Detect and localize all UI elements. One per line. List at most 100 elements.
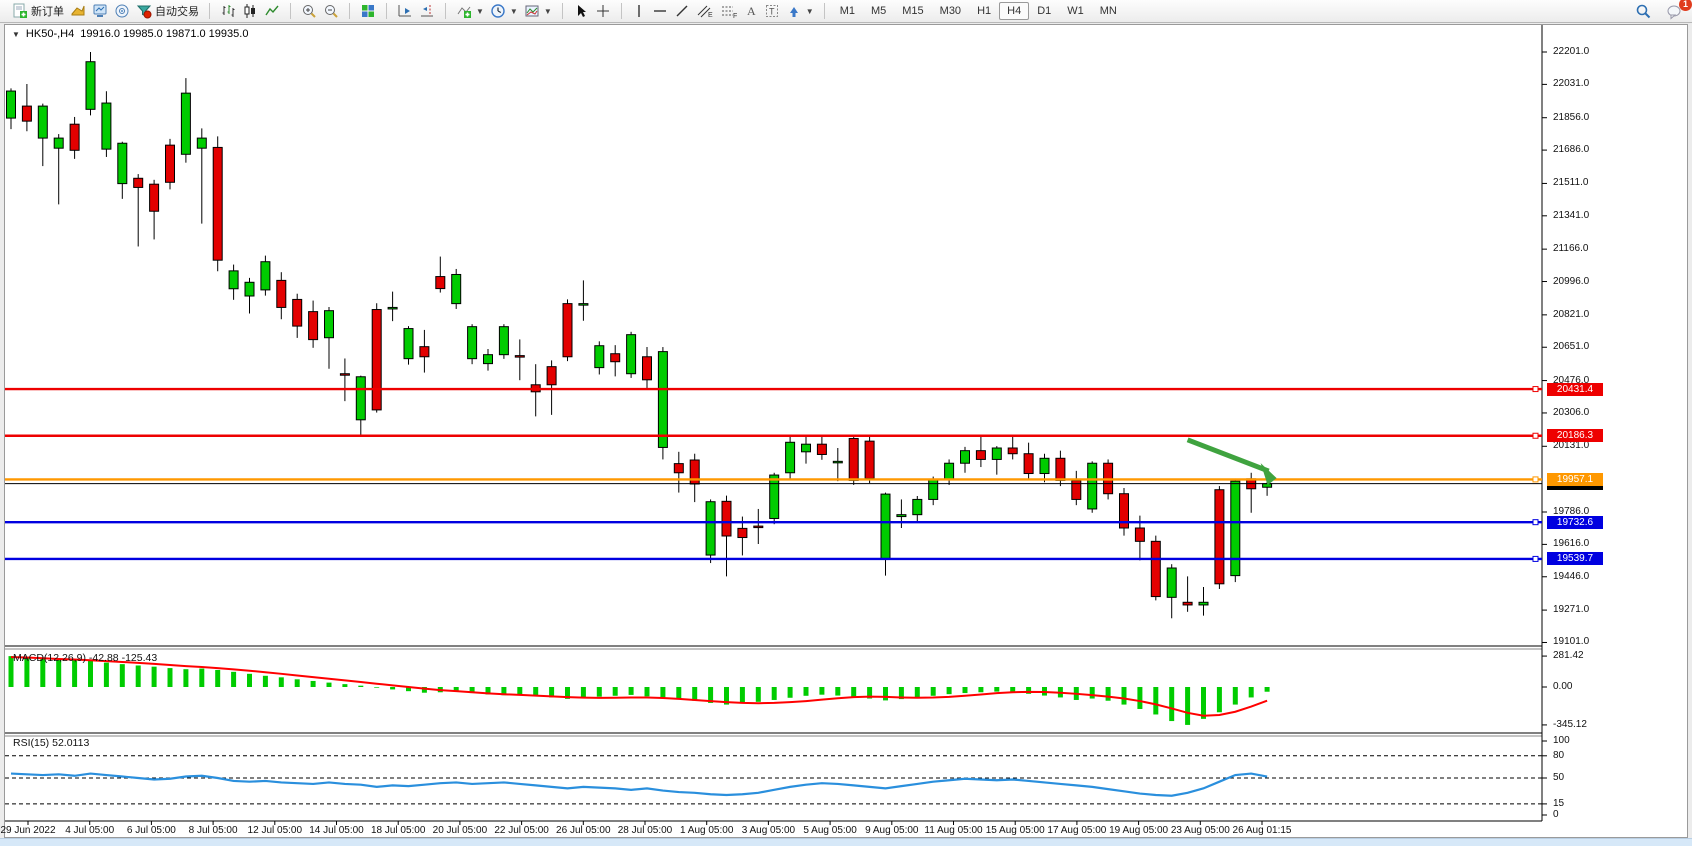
- macd-histogram-bar: [755, 687, 761, 702]
- timeframe-H4[interactable]: H4: [999, 2, 1030, 20]
- timeframe-M15[interactable]: M15: [894, 2, 931, 20]
- time-label: 14 Jul 05:00: [309, 825, 364, 836]
- symbol-period-label: HK50-,H4: [25, 28, 75, 40]
- text-button[interactable]: A: [741, 1, 761, 21]
- timeframe-M30[interactable]: M30: [932, 2, 969, 20]
- new-chart-button[interactable]: [67, 1, 89, 21]
- level-anchor-marker: [1532, 432, 1539, 439]
- rsi-tick: 15: [1553, 797, 1565, 809]
- macd-histogram-bar: [183, 669, 189, 687]
- candle-body: [610, 353, 621, 363]
- indicators-button[interactable]: ▼: [453, 1, 487, 21]
- horizontal-line-button[interactable]: [649, 1, 671, 21]
- candle-body: [880, 493, 891, 559]
- autotrading-button[interactable]: 自动交易: [133, 1, 202, 21]
- zoom-in-button[interactable]: [298, 1, 320, 21]
- rsi-tick: 50: [1553, 772, 1565, 783]
- toolbar-separator: [290, 3, 291, 19]
- templates-button[interactable]: ▼: [521, 1, 555, 21]
- macd-histogram-bar: [469, 687, 475, 694]
- timeframe-M1[interactable]: M1: [832, 2, 863, 20]
- crosshair-button[interactable]: [592, 1, 614, 21]
- macd-histogram-bar: [1216, 687, 1222, 713]
- toolbar-separator: [386, 3, 387, 19]
- macd-histogram-bar: [962, 687, 968, 694]
- fibonacci-button[interactable]: F: [717, 1, 741, 21]
- candlesticks-button[interactable]: [239, 1, 261, 21]
- price-chart-canvas[interactable]: [5, 25, 1687, 837]
- candle-body: [165, 144, 175, 183]
- macd-histogram-bar: [215, 669, 221, 687]
- auto-scroll-button[interactable]: [394, 1, 416, 21]
- macd-histogram-bar: [1264, 687, 1270, 692]
- notifications-button[interactable]: 1: [1663, 0, 1692, 22]
- trendline-button[interactable]: [671, 1, 693, 21]
- price-tick: 20306.0: [1553, 406, 1590, 418]
- timeframe-D1[interactable]: D1: [1029, 2, 1059, 20]
- macd-histogram-bar: [978, 687, 984, 693]
- trend-arrow-head: [1260, 463, 1277, 486]
- search-button[interactable]: [1632, 1, 1655, 22]
- chart-dropdown-icon[interactable]: ▼: [12, 29, 20, 39]
- macd-histogram-bar: [708, 687, 714, 703]
- candle-body: [991, 447, 1002, 460]
- macd-histogram-bar: [453, 687, 459, 692]
- level-anchor-marker: [1532, 519, 1539, 526]
- zoom-out-button[interactable]: [320, 1, 342, 21]
- periods-button[interactable]: ▼: [487, 1, 521, 21]
- candle-body: [769, 474, 780, 519]
- macd-histogram-bar: [1137, 687, 1143, 709]
- macd-signal-line: [10, 656, 1268, 717]
- crosshair-icon: [596, 5, 609, 17]
- timeframe-MN[interactable]: MN: [1092, 2, 1125, 20]
- macd-histogram-bar: [565, 687, 570, 699]
- status-bar: [0, 838, 1692, 846]
- macd-histogram-bar: [40, 658, 46, 687]
- price-tick: 21341.0: [1553, 209, 1590, 221]
- level-price-badge: 20186.3: [1547, 429, 1603, 443]
- candle-body: [848, 437, 859, 481]
- navigator-button[interactable]: [111, 1, 133, 21]
- candle-body: [419, 346, 430, 358]
- cursor-button[interactable]: [570, 1, 592, 21]
- candle-body: [1198, 601, 1209, 606]
- new-chart-icon: [71, 5, 85, 16]
- candle-body: [149, 183, 160, 212]
- time-label: 18 Jul 05:00: [370, 825, 426, 836]
- candle-body: [785, 441, 796, 474]
- macd-histogram-bar: [72, 659, 78, 687]
- timeframe-M5[interactable]: M5: [863, 2, 894, 20]
- candle-body: [403, 328, 414, 360]
- arrows-button[interactable]: ▼: [783, 1, 817, 21]
- time-label: 26 Jul 05:00: [556, 825, 611, 836]
- candle-body: [1150, 540, 1161, 598]
- vertical-line-button[interactable]: [629, 1, 649, 21]
- macd-histogram-bar: [692, 687, 698, 701]
- macd-histogram-bar: [167, 668, 173, 687]
- macd-histogram-bar: [199, 668, 205, 687]
- candle-body: [387, 306, 398, 310]
- toolbar-separator: [445, 3, 446, 19]
- time-label: 23 Aug 05:00: [1170, 825, 1230, 836]
- notification-badge: 1: [1679, 0, 1692, 11]
- market-watch-button[interactable]: [89, 1, 111, 21]
- text-label-button[interactable]: T: [761, 1, 783, 21]
- new-order-button[interactable]: 新订单: [9, 1, 67, 21]
- rsi-tick: 80: [1553, 749, 1565, 761]
- timeframe-group: M1 M5 M15 M30 H1 H4 D1 W1 MN: [829, 0, 1128, 22]
- macd-histogram-bar: [262, 675, 268, 687]
- timeframe-W1[interactable]: W1: [1059, 2, 1092, 20]
- time-label: 9 Aug 05:00: [865, 825, 919, 836]
- equidistant-channel-button[interactable]: E: [693, 1, 717, 21]
- tile-windows-button[interactable]: [357, 1, 379, 21]
- macd-histogram-bar: [421, 687, 427, 693]
- macd-histogram-bar: [914, 687, 920, 698]
- chart-shift-button[interactable]: [416, 1, 438, 21]
- line-chart-button[interactable]: [261, 1, 283, 21]
- timeframe-H1[interactable]: H1: [969, 2, 999, 20]
- candle-body: [339, 373, 350, 376]
- candle-body: [864, 440, 875, 479]
- bar-chart-button[interactable]: [217, 1, 239, 21]
- macd-histogram-bar: [724, 687, 729, 705]
- candle-body: [896, 514, 907, 518]
